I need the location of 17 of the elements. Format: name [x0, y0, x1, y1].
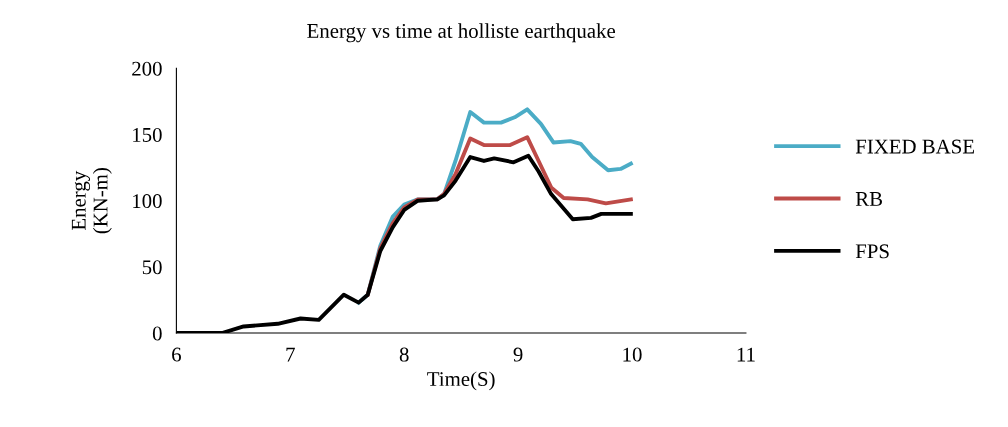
y-axis-title: Energy (KN-m): [71, 168, 112, 234]
y-tick-label: 200: [132, 61, 162, 76]
y-tick-label: 50: [142, 260, 162, 275]
x-tick-label: 10: [623, 347, 642, 362]
x-tick-label: 11: [737, 347, 755, 362]
legend-label: FPS: [855, 244, 889, 259]
legend-label: FIXED BASE: [855, 139, 974, 154]
x-tick-label: 7: [286, 347, 295, 362]
x-tick-label: 6: [172, 347, 181, 362]
legend-label: RB: [855, 192, 882, 206]
chart-title: Energy vs time at holliste earthquake: [307, 23, 616, 43]
x-tick-label: 9: [513, 347, 523, 362]
y-tick-label: 0: [152, 326, 162, 341]
x-axis-title: Time(S): [427, 371, 495, 391]
y-tick-label: 150: [133, 127, 162, 142]
x-tick-label: 8: [399, 347, 409, 362]
y-tick-label: 100: [133, 194, 162, 209]
